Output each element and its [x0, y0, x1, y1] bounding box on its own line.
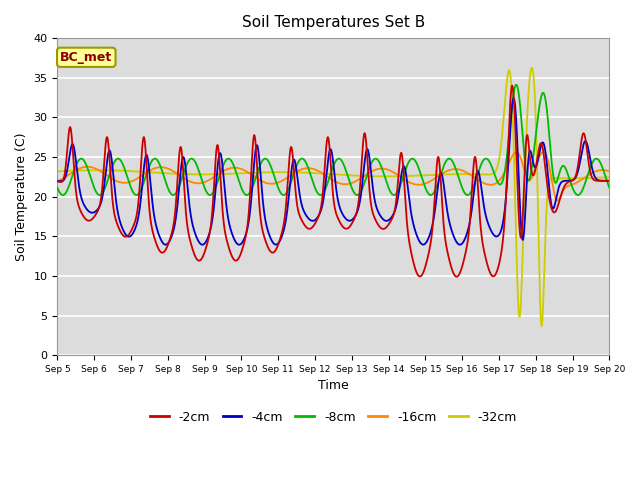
-16cm — [535, 155, 543, 160]
Title: Soil Temperatures Set B: Soil Temperatures Set B — [242, 15, 425, 30]
Line: -2cm: -2cm — [58, 85, 609, 276]
-8cm — [149, 156, 157, 162]
-4cm — [149, 205, 157, 211]
-8cm — [289, 173, 297, 179]
Line: -32cm: -32cm — [58, 68, 609, 326]
-2cm — [508, 83, 516, 88]
-2cm — [536, 144, 543, 150]
-16cm — [265, 180, 273, 186]
-16cm — [54, 178, 61, 184]
-2cm — [452, 274, 460, 279]
-16cm — [289, 171, 297, 177]
-8cm — [605, 185, 613, 191]
-4cm — [116, 220, 124, 226]
-8cm — [265, 159, 273, 165]
-4cm — [605, 178, 613, 184]
-2cm — [149, 230, 157, 236]
-32cm — [605, 174, 613, 180]
-4cm — [54, 178, 61, 184]
-32cm — [149, 169, 157, 175]
-2cm — [116, 228, 124, 234]
-4cm — [289, 158, 297, 164]
-2cm — [595, 178, 603, 184]
-16cm — [540, 149, 547, 155]
Line: -8cm: -8cm — [58, 85, 609, 195]
-2cm — [605, 178, 613, 184]
-32cm — [289, 169, 297, 175]
X-axis label: Time: Time — [318, 380, 349, 393]
-16cm — [149, 166, 157, 172]
-4cm — [536, 150, 543, 156]
-4cm — [266, 232, 273, 238]
-16cm — [554, 198, 561, 204]
-32cm — [595, 175, 603, 180]
Y-axis label: Soil Temperature (C): Soil Temperature (C) — [15, 132, 28, 261]
-32cm — [265, 169, 273, 175]
-16cm — [116, 180, 124, 185]
Line: -4cm: -4cm — [58, 98, 609, 245]
Line: -16cm: -16cm — [58, 152, 609, 201]
-8cm — [513, 82, 520, 88]
-2cm — [289, 156, 297, 161]
-4cm — [198, 242, 206, 248]
-4cm — [510, 96, 518, 101]
-32cm — [116, 168, 124, 174]
-8cm — [390, 192, 398, 198]
-8cm — [116, 157, 124, 163]
-8cm — [536, 104, 543, 109]
Text: BC_met: BC_met — [60, 51, 113, 64]
-8cm — [54, 185, 61, 191]
-32cm — [528, 65, 536, 71]
-32cm — [538, 323, 545, 329]
-16cm — [595, 168, 603, 173]
Legend: -2cm, -4cm, -8cm, -16cm, -32cm: -2cm, -4cm, -8cm, -16cm, -32cm — [145, 406, 522, 429]
-2cm — [265, 246, 273, 252]
-8cm — [595, 157, 603, 163]
-4cm — [595, 178, 603, 183]
-32cm — [535, 264, 543, 269]
-32cm — [54, 168, 61, 174]
-16cm — [605, 168, 613, 174]
-2cm — [54, 179, 61, 184]
